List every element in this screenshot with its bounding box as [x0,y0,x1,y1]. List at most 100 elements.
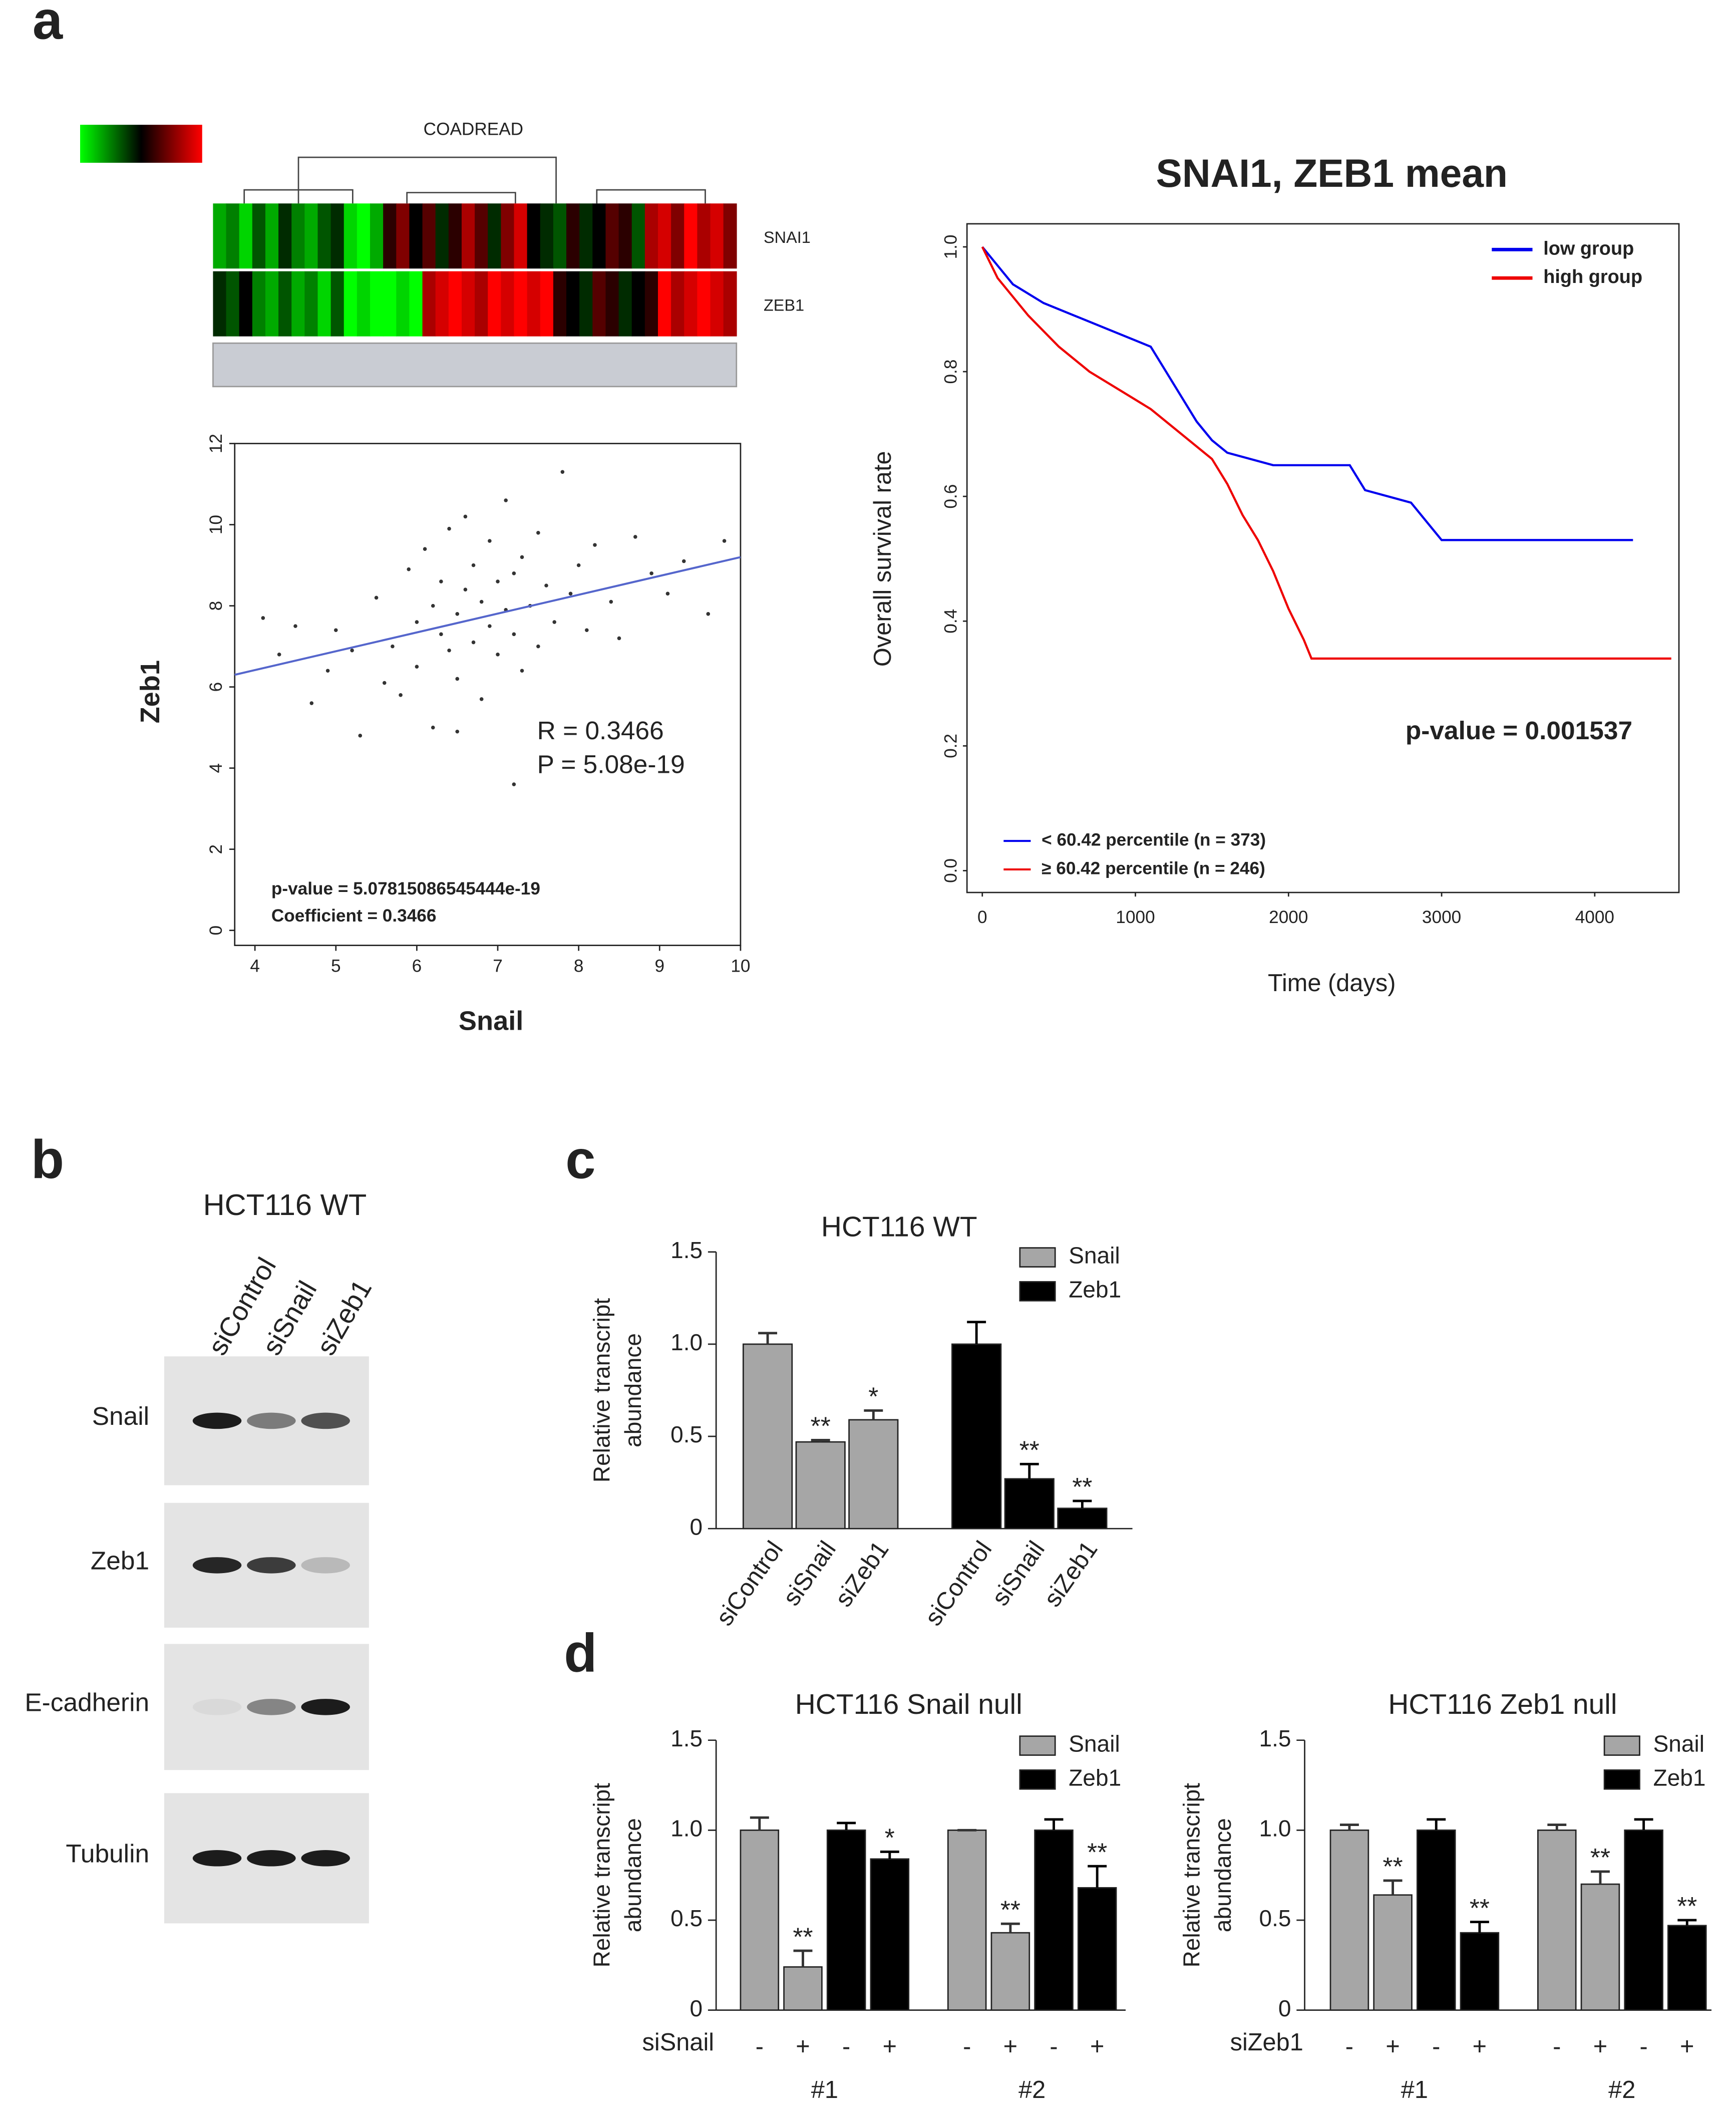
band [192,1557,242,1574]
error-bar [1547,1824,1567,1831]
point [431,603,435,608]
bar [1004,1478,1055,1530]
bar [1329,1829,1369,2011]
sample-labels [212,342,738,388]
heat-cell [657,271,671,337]
point [593,543,597,547]
point [536,531,540,535]
point [479,697,484,701]
heat-cell [684,271,698,337]
y-tick-label: 1.5 [670,1237,703,1263]
blot-row-label: E-cadherin [25,1688,149,1717]
point [552,620,556,624]
point [609,599,613,604]
annotation: p-value = 5.07815086545444e-19 [271,879,540,898]
heat-cell [566,203,580,269]
error-bar [1088,1865,1107,1888]
point [439,632,443,637]
y-tick-label: 0 [689,1995,703,2021]
heat-cell [644,271,658,337]
x-tick-label: 1000 [1116,907,1155,927]
heat-cell [343,271,358,337]
heat-cell [710,203,724,269]
error-bar [1383,1879,1403,1895]
row-label: ZEB1 [764,296,804,315]
x-tick-label: - [1432,2033,1440,2060]
point [585,628,589,633]
point [463,514,468,519]
x-tick-label: siZeb1 [1038,1536,1103,1612]
heat-cell [357,271,371,337]
y-tick-label: 1.5 [1259,1725,1291,1751]
y-tick-label: 0.5 [670,1421,703,1447]
band [301,1850,350,1867]
x-tick-label: 5 [331,956,341,976]
x-tick-label: siZeb1 [830,1536,894,1612]
y-tick-label: 2 [206,844,226,854]
blot-row-label: Tubulin [66,1839,149,1868]
error-bar [811,1438,830,1442]
plot-frame [966,223,1680,893]
x-tick-label: 3000 [1422,907,1461,927]
y-tick-label: 0.2 [941,734,961,758]
heat-cell [409,271,423,337]
point [520,555,524,559]
y-tick-label: 0 [206,926,226,936]
y-tick-label: 0.5 [1259,1905,1291,1931]
heat-cell [239,271,253,337]
y-tick-label: 1.0 [941,234,961,259]
heat-cell [252,203,266,269]
heatmap-title: COADREAD [424,119,523,139]
annotation: R = 0.3466 [537,716,664,745]
heat-cell [723,271,737,337]
heat-cell [448,271,462,337]
heat-cell [330,271,344,337]
heat-cell [422,271,436,337]
bar [1580,1883,1620,2011]
y-tick-label: 0.0 [941,858,961,883]
band [247,1557,296,1574]
annotation: Coefficient = 0.3466 [271,906,437,926]
y-axis-label: abundance [620,1818,646,1932]
error-bar [1073,1499,1092,1508]
heat-cell [317,271,331,337]
y-axis-label: Zeb1 [135,660,165,723]
band [247,1699,296,1715]
heat-cell [343,203,358,269]
heat-cell [435,203,449,269]
error-bar [1044,1818,1064,1831]
annotation: p-value = 0.001537 [1406,716,1632,745]
blot-title: HCT116 WT [203,1188,367,1222]
y-tick-label: 1.5 [670,1725,703,1751]
legend-swatch [1603,1735,1640,1756]
heat-cell [566,271,580,337]
significance: ** [1590,1843,1610,1872]
y-tick-label: 1.0 [670,1329,703,1355]
x-tick-label: 10 [731,956,750,976]
point [455,677,460,681]
bar [783,1966,823,2011]
significance: ** [1677,1891,1697,1920]
heat-cell [304,203,318,269]
bar [1537,1829,1577,2011]
point [374,595,379,600]
point [479,599,484,604]
significance: ** [1019,1435,1039,1464]
heat-cell [605,203,619,269]
y-axis-label: Relative transcript [589,1783,615,1968]
heat-cell [226,271,240,337]
heat-cell [422,203,436,269]
band [247,1850,296,1867]
chart-title: HCT116 Snail null [795,1689,1022,1720]
group-label: #2 [1018,2076,1046,2103]
y-tick-label: 4 [206,763,226,773]
point [325,669,330,673]
row-label: SNAI1 [764,228,811,246]
group-label: #1 [1401,2076,1428,2103]
heatmap-decor [80,125,738,388]
heat-cell [330,203,344,269]
x-tick-label: 9 [655,956,665,976]
significance: * [885,1823,895,1852]
point [633,535,637,539]
heat-cell [553,271,567,337]
